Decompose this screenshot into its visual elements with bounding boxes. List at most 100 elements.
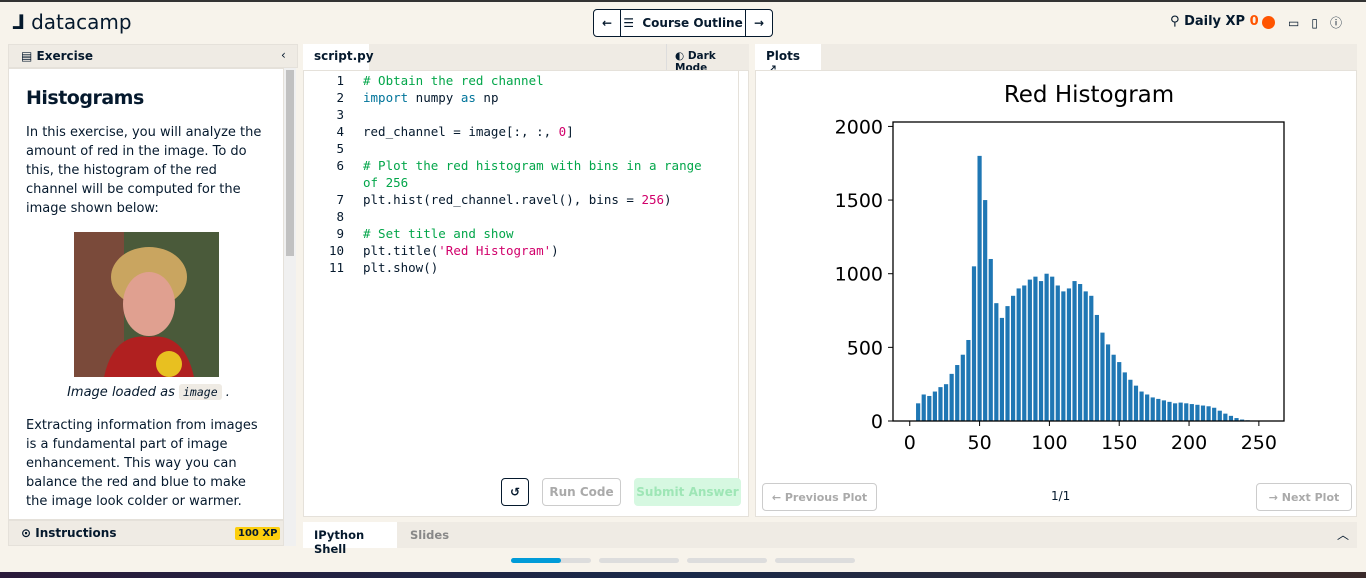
bar <box>1038 281 1044 421</box>
exercise-tab-bar: ▤ Exercise ‹ <box>8 44 298 68</box>
bar <box>949 373 954 421</box>
bottom-tab-bar: IPython Shell Slides ︿ <box>303 522 1357 556</box>
prev-exercise[interactable]: ← <box>593 9 621 37</box>
code-line[interactable]: # Obtain the red channel <box>363 73 544 88</box>
instructions-bar[interactable]: ⊙ Instructions 100 XP <box>8 520 284 546</box>
y-tick-label: 1000 <box>835 264 883 286</box>
y-tick-label: 500 <box>847 337 883 359</box>
ipython-shell-tab[interactable]: IPython Shell <box>303 522 397 556</box>
y-tick-label: 1500 <box>835 190 883 212</box>
caption-end: . <box>225 385 230 400</box>
next-plot[interactable]: → Next Plot <box>1256 483 1352 511</box>
plot: Red Histogram 0 50 100 150 200 250 0 500 1000 150… <box>835 82 1285 454</box>
plots-tab-label[interactable]: Plots <box>766 49 801 63</box>
course-outline[interactable]: ☰ Course Outline <box>620 9 746 37</box>
exercise-tab-label[interactable]: Exercise <box>36 49 94 63</box>
paragraph: In this exercise, you will analyze the a… <box>26 125 262 216</box>
code-line[interactable]: plt.title('Red Histogram') <box>363 243 559 258</box>
scrollbar[interactable] <box>284 68 296 546</box>
status-dot[interactable] <box>1262 16 1275 29</box>
line-number: 4 <box>336 124 344 139</box>
code-line[interactable]: import numpy as np <box>363 90 499 105</box>
plots-tab[interactable]: Plots ⤢ <box>755 44 821 77</box>
logo[interactable]: ⅃ datacamp <box>12 10 132 34</box>
bar <box>932 391 937 421</box>
collapse[interactable]: ‹ <box>281 48 286 62</box>
line-number: 6 <box>336 158 344 173</box>
logo-text[interactable]: datacamp <box>31 10 132 34</box>
bar <box>1156 398 1161 421</box>
reset[interactable]: ↺ <box>501 478 529 506</box>
code-line[interactable] <box>363 107 723 124</box>
instructions-label[interactable]: Instructions <box>35 526 117 540</box>
line-number: 10 <box>328 243 344 258</box>
code-line[interactable]: plt.hist(red_channel.ravel(), bins = 256… <box>363 192 672 207</box>
editor-margin <box>738 71 739 481</box>
run-code[interactable]: Run Code <box>542 478 621 506</box>
bar <box>1033 276 1038 421</box>
bar <box>1005 306 1010 421</box>
bar <box>1133 385 1139 421</box>
bar <box>1066 288 1072 421</box>
bar <box>1122 372 1127 421</box>
bar <box>960 354 965 421</box>
header-icons[interactable]: ▭▯ⓘ <box>1288 16 1354 30</box>
top-border <box>0 0 1366 2</box>
submit-answer[interactable]: Submit Answer <box>634 478 741 506</box>
x-tick-label: 200 <box>1171 432 1207 454</box>
previous-plot-label[interactable]: Previous Plot <box>784 490 868 504</box>
next-exercise[interactable]: → <box>745 9 773 37</box>
caption-text: Image loaded as <box>67 385 175 400</box>
scroll-thumb[interactable] <box>286 70 294 256</box>
progress <box>775 558 855 563</box>
bar <box>943 384 949 421</box>
slides-tab[interactable]: Slides <box>410 528 450 542</box>
xp-badge: 100 XP <box>235 527 281 540</box>
course-outline-label[interactable]: Course Outline <box>642 16 743 30</box>
caption-code: image <box>179 384 222 400</box>
line-number: 2 <box>336 90 344 105</box>
line-number: 7 <box>336 192 344 207</box>
code-line[interactable]: plt.show() <box>363 260 439 275</box>
x-tick-label: 50 <box>967 432 991 454</box>
instructions[interactable]: ⊙ Instructions <box>21 526 117 540</box>
bar <box>966 339 971 421</box>
bar <box>1178 402 1183 421</box>
y-tick-label: 2000 <box>835 116 883 138</box>
bar <box>1206 406 1211 421</box>
bar <box>955 365 960 421</box>
line-number: 5 <box>336 141 344 156</box>
code-line[interactable]: # Set title and show <box>363 226 514 241</box>
x-tick-label: 0 <box>904 432 916 454</box>
bar <box>1150 397 1155 421</box>
exercise-tab[interactable]: ▤ Exercise <box>21 49 94 63</box>
bar <box>1167 401 1172 421</box>
bar <box>971 266 977 421</box>
daily-xp-label: Daily XP <box>1184 14 1246 29</box>
file-tab[interactable]: script.py <box>303 44 374 70</box>
expand[interactable]: ︿ <box>1337 528 1350 542</box>
bar <box>1128 379 1133 421</box>
bar <box>1189 404 1194 421</box>
bar <box>988 258 993 421</box>
bar <box>1022 285 1027 421</box>
bar <box>977 155 982 422</box>
y-tick-label: 0 <box>871 411 883 433</box>
bar <box>1105 344 1111 421</box>
x-tick-label: 150 <box>1101 432 1137 454</box>
bar <box>1172 403 1178 421</box>
plots-tab-bar: Plots ⤢ <box>755 44 1357 77</box>
previous-plot[interactable]: ← Previous Plot <box>762 483 877 511</box>
dark-mode[interactable]: ◐ Dark Mode <box>666 44 749 74</box>
progress <box>599 558 679 563</box>
x-tick-label: 100 <box>1031 432 1067 454</box>
bar <box>1010 295 1016 421</box>
progress <box>511 558 591 563</box>
code-line[interactable]: red_channel = image[:, :, 0] <box>363 124 574 139</box>
next-plot-label[interactable]: Next Plot <box>1281 490 1340 504</box>
code-line[interactable] <box>363 141 723 158</box>
bar <box>1217 410 1222 421</box>
code-line[interactable]: # Plot the red histogram with bins in a … <box>363 158 710 190</box>
code-line[interactable] <box>363 209 723 226</box>
